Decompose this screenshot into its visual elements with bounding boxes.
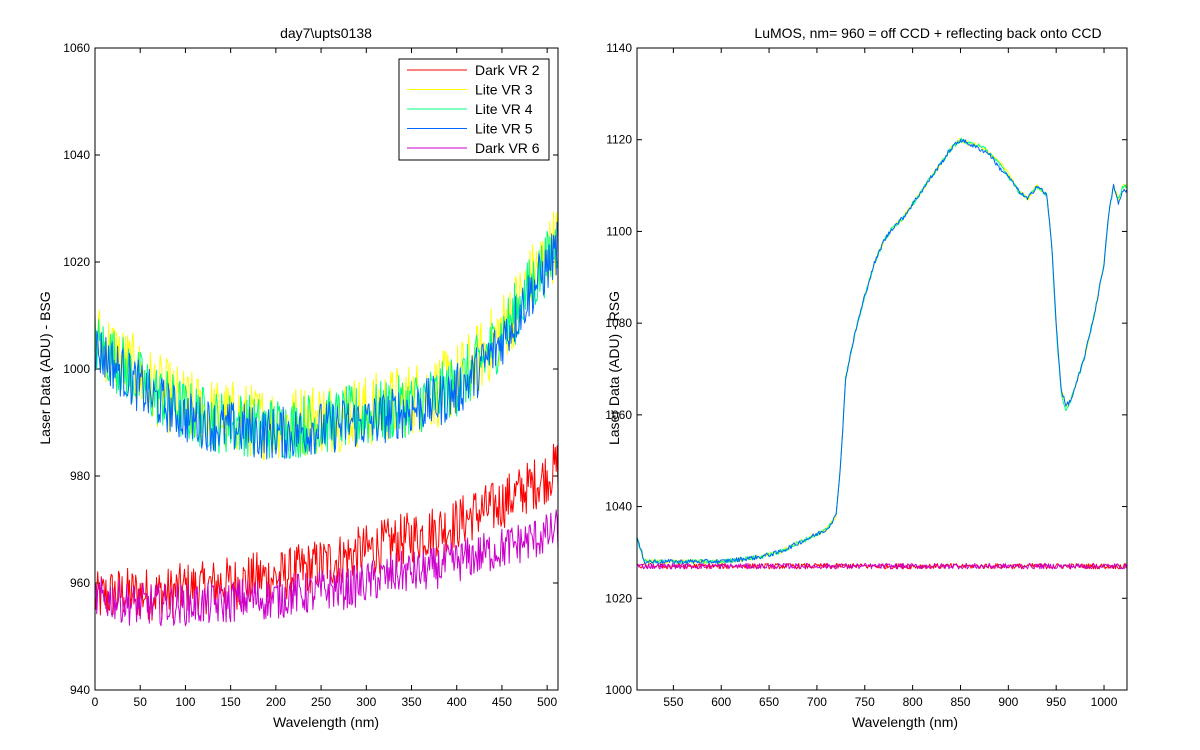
chart-left-legend-label-2: Lite VR 4: [475, 101, 533, 117]
chart-right-y-tick-label-2: 1040: [605, 500, 632, 514]
chart-left-x-tick-label-4: 200: [266, 695, 286, 709]
chart-left-series-line-2: [95, 229, 558, 459]
chart-right-x-axis-label: Wavelength (nm): [852, 714, 958, 730]
chart-left-x-axis-label: Wavelength (nm): [273, 714, 379, 730]
chart-left-y-tick-label-5: 1040: [63, 148, 90, 162]
chart-left-legend: Dark VR 2 Lite VR 3 Lite VR 4 Lite VR 5 Dark…: [398, 58, 550, 161]
chart-left-y-tick-label-6: 1060: [63, 41, 90, 55]
chart-left-x-tick-label-10: 500: [537, 695, 557, 709]
chart-right-y-tick-label-0: 1000: [605, 683, 632, 697]
chart-left-ticks: 0 50 100 150 200 250 300 350 400 450 500 940 960 980 1…: [63, 41, 558, 709]
chart-right-y-tick-label-3: 1060: [605, 408, 632, 422]
chart-right-x-tick-label-4: 750: [855, 695, 875, 709]
chart-left-y-tick-label-0: 940: [70, 683, 90, 697]
chart-left-x-tick-label-2: 100: [175, 695, 195, 709]
chart-left-title: day7\upts0138: [280, 25, 372, 41]
chart-right-y-tick-label-7: 1140: [606, 41, 632, 55]
chart-right-y-tick-label-4: 1080: [605, 316, 632, 330]
chart-right-x-tick-label-6: 850: [950, 695, 970, 709]
chart-left-legend-label-0: Dark VR 2: [475, 62, 540, 78]
chart-left-x-tick-label-1: 50: [134, 695, 148, 709]
chart-right-x-tick-label-8: 950: [1046, 695, 1066, 709]
chart-right-x-tick-label-7: 900: [998, 695, 1018, 709]
chart-left-legend-label-3: Lite VR 5: [475, 121, 533, 137]
chart-right-x-tick-label-3: 700: [807, 695, 827, 709]
chart-left-x-tick-label-9: 450: [492, 695, 512, 709]
chart-left-y-tick-label-3: 1000: [63, 362, 90, 376]
chart-left-y-tick-label-4: 1020: [63, 255, 90, 269]
chart-left-axes-frame: [94, 47, 559, 691]
chart-left-legend-label-1: Lite VR 3: [475, 82, 533, 98]
chart-right-y-tick-label-1: 1020: [605, 591, 632, 605]
chart-left-x-tick-label-5: 250: [311, 695, 331, 709]
chart-right-x-tick-label-5: 800: [903, 695, 923, 709]
chart-right-x-tick-label-9: 1000: [1091, 695, 1118, 709]
chart-right-series-line-3: [637, 138, 1127, 565]
chart-left-plot-area: [95, 211, 558, 627]
chart-right-plot-area: [637, 137, 1127, 570]
chart-left-x-tick-label-6: 300: [356, 695, 376, 709]
chart-left-legend-label-4: Dark VR 6: [475, 140, 540, 156]
chart-right-axes-frame: [636, 47, 1128, 691]
chart-left-y-axis-label: Laser Data (ADU) - BSG: [37, 291, 53, 444]
chart-right: LuMOS, nm= 960 = off CCD + reflecting ba…: [605, 25, 1128, 730]
chart-left-x-tick-label-8: 400: [447, 695, 467, 709]
chart-left-series-line-3: [95, 221, 558, 460]
chart-left: day7\upts0138 Wavelength (nm) Laser Data…: [37, 25, 559, 730]
chart-left-y-tick-label-2: 980: [70, 469, 90, 483]
chart-right-x-tick-label-1: 600: [711, 695, 731, 709]
chart-right-title: LuMOS, nm= 960 = off CCD + reflecting ba…: [754, 25, 1101, 41]
chart-left-x-tick-label-0: 0: [92, 695, 99, 709]
chart-right-x-tick-label-2: 650: [759, 695, 779, 709]
chart-left-x-tick-label-7: 350: [401, 695, 421, 709]
chart-right-x-tick-label-0: 550: [663, 695, 683, 709]
chart-right-y-tick-label-5: 1100: [606, 224, 632, 238]
chart-right-y-tick-label-6: 1120: [606, 133, 632, 147]
chart-right-ticks: 550 600 650 700 750 800 850 900 950 1000 1000 1020 1…: [605, 41, 1127, 709]
chart-left-y-tick-label-1: 960: [70, 576, 90, 590]
chart-left-series-line-4: [95, 509, 558, 627]
chart-right-y-axis-label: Laser Data (ADU) - RSG: [606, 291, 622, 445]
chart-left-x-tick-label-3: 150: [221, 695, 241, 709]
chart-right-series-line-4: [637, 562, 1127, 570]
